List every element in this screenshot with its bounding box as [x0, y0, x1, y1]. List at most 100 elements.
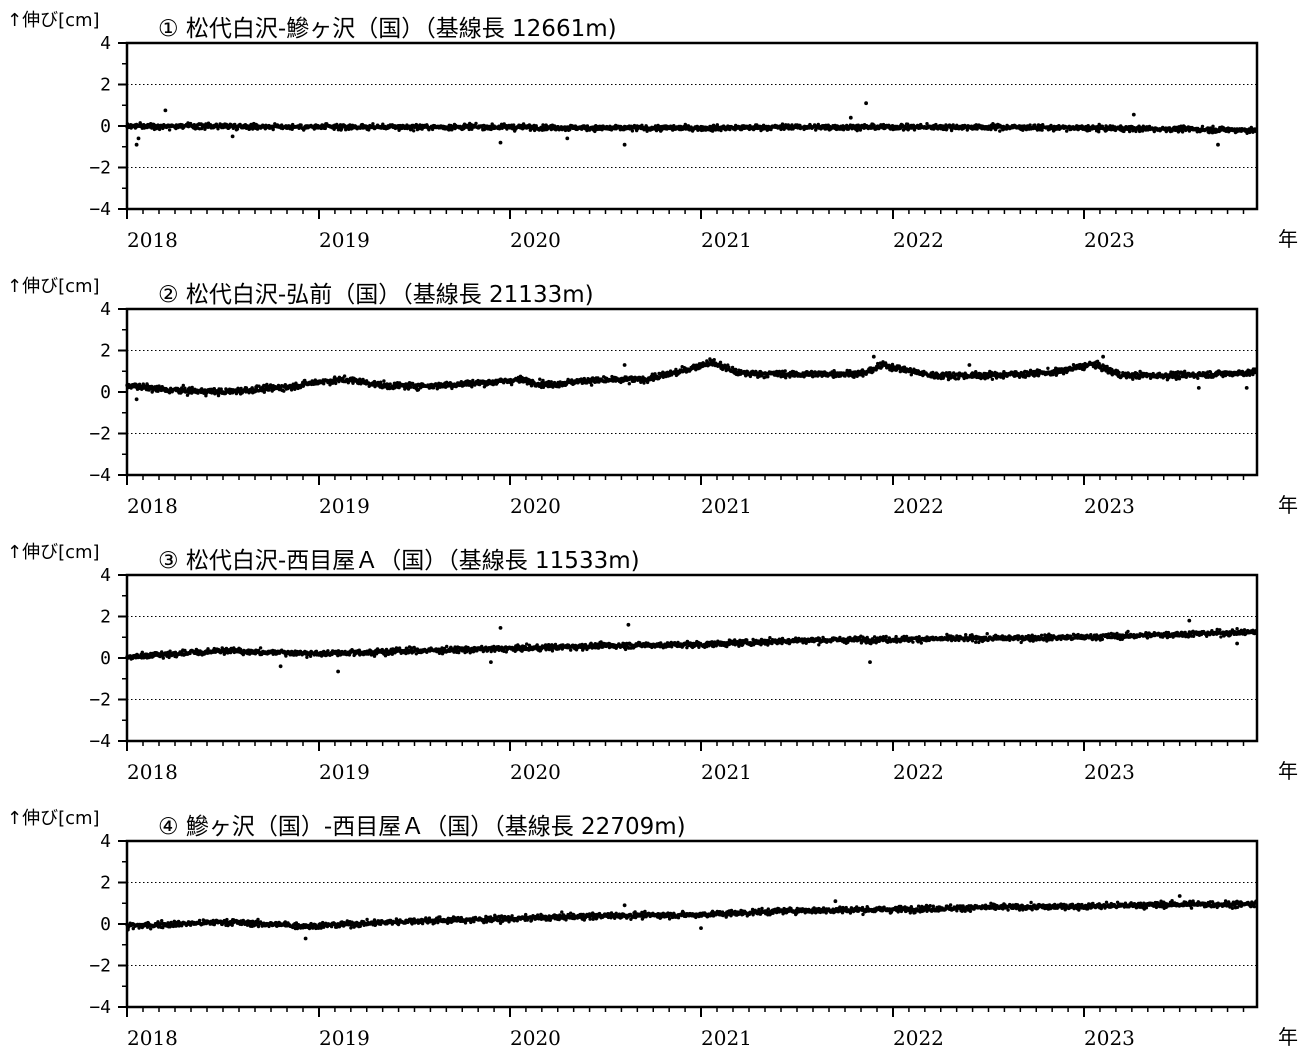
panel-2: ↑伸び[cm] ② 松代白沢-弘前（国）（基線長 21133m)420−2−420…	[7, 276, 1298, 518]
y-tick-label: 4	[100, 299, 111, 320]
data-point	[1200, 124, 1205, 129]
data-point	[336, 128, 341, 132]
data-point	[474, 121, 478, 126]
data-point-outlier	[871, 354, 876, 359]
y-tick-label: 0	[100, 116, 111, 137]
data-point	[203, 125, 208, 130]
data-point-outlier	[967, 363, 972, 367]
data-point	[712, 358, 716, 362]
x-tick-label: 2018	[127, 494, 178, 518]
data-point	[299, 123, 303, 127]
data-point	[258, 646, 263, 650]
y-tick-label: 4	[100, 33, 111, 54]
data-point	[1177, 377, 1182, 381]
x-tick-label: 2020	[510, 494, 561, 518]
data-point	[1127, 129, 1132, 134]
y-tick-label: 0	[100, 648, 111, 669]
x-tick-label: 2021	[701, 228, 752, 252]
data-point-outlier	[136, 136, 141, 141]
data-point	[734, 367, 738, 372]
panel-1: ↑伸び[cm] ① 松代白沢-鰺ヶ沢（国）（基線長 12661m)420−2−42…	[7, 10, 1298, 252]
data-point	[852, 375, 856, 379]
x-unit-label: 年	[1278, 493, 1298, 517]
data-point	[235, 127, 240, 131]
y-tick-label: 2	[100, 607, 111, 628]
x-tick-label: 2018	[127, 760, 178, 784]
x-tick-label: 2020	[510, 228, 561, 252]
data-series	[125, 101, 1258, 147]
data-point	[322, 382, 326, 386]
data-series	[125, 618, 1258, 674]
y-tick-label: 2	[100, 75, 111, 96]
y-tick-label: −2	[89, 690, 111, 711]
data-point	[719, 128, 723, 133]
data-point	[1180, 130, 1185, 134]
data-point-outlier	[1101, 354, 1105, 359]
data-point	[718, 360, 723, 364]
x-unit-label: 年	[1278, 759, 1298, 783]
data-point-outlier	[848, 115, 853, 120]
data-point-outlier	[565, 136, 570, 141]
data-point	[271, 127, 275, 132]
data-point	[367, 128, 371, 132]
data-point-outlier	[134, 397, 139, 402]
data-point-outlier	[1244, 386, 1249, 390]
x-tick-label: 2023	[1084, 760, 1135, 784]
y-tick-label: −2	[89, 424, 111, 445]
data-point	[408, 385, 413, 389]
data-point-outlier	[163, 108, 168, 113]
x-tick-label: 2021	[701, 494, 752, 518]
data-point-outlier	[864, 101, 868, 106]
y-axis-label: ↑伸び[cm]	[7, 10, 100, 31]
y-tick-label: −2	[89, 158, 111, 179]
x-tick-label: 2021	[701, 760, 752, 784]
data-point-outlier	[1131, 112, 1136, 117]
data-point	[382, 379, 386, 383]
data-point-outlier	[622, 142, 627, 147]
data-point	[334, 381, 338, 386]
data-point-outlier	[498, 140, 503, 145]
data-point	[627, 382, 631, 386]
x-tick-label: 2019	[319, 494, 370, 518]
y-tick-label: −4	[89, 731, 111, 752]
data-point	[783, 369, 787, 373]
y-tick-label: 0	[100, 382, 111, 403]
data-point	[528, 128, 533, 132]
data-point	[1196, 376, 1200, 380]
data-point	[482, 127, 487, 132]
y-tick-label: 2	[100, 341, 111, 362]
data-point	[412, 129, 416, 133]
panel-title: ③ 松代白沢-西目屋Ａ（国）（基線長 11533m)	[158, 548, 640, 574]
x-tick-label: 2023	[1084, 494, 1135, 518]
data-point	[1097, 130, 1101, 134]
data-point-outlier	[622, 363, 627, 367]
data-point	[990, 377, 995, 381]
data-point	[342, 374, 347, 378]
data-point	[573, 124, 578, 128]
data-point	[538, 377, 542, 381]
data-point	[1065, 129, 1069, 133]
data-point-outlier	[1216, 142, 1220, 147]
data-point	[541, 123, 545, 127]
x-unit-label: 年	[1278, 227, 1298, 251]
y-tick-label: 4	[100, 565, 111, 586]
panel-title: ② 松代白沢-弘前（国）（基線長 21133m)	[158, 282, 594, 308]
data-point	[371, 122, 375, 126]
x-tick-label: 2022	[893, 494, 944, 518]
data-point	[161, 656, 165, 660]
data-point	[167, 128, 172, 132]
data-point-outlier	[230, 134, 235, 139]
panel-3: ↑伸び[cm] ③ 松代白沢-西目屋Ａ（国）（基線長 11533m)420−2−4…	[7, 542, 1298, 784]
data-point	[589, 383, 594, 387]
x-tick-label: 2022	[893, 760, 944, 784]
data-point	[998, 129, 1002, 133]
x-tick-label: 2019	[319, 228, 370, 252]
x-tick-label: 2019	[319, 760, 370, 784]
x-tick-label: 2023	[1084, 228, 1135, 252]
data-point	[686, 124, 691, 128]
x-tick-label: 2020	[510, 760, 561, 784]
y-tick-label: −4	[89, 199, 111, 220]
data-point-outlier	[1196, 386, 1201, 390]
y-axis-label: ↑伸び[cm]	[7, 276, 100, 297]
